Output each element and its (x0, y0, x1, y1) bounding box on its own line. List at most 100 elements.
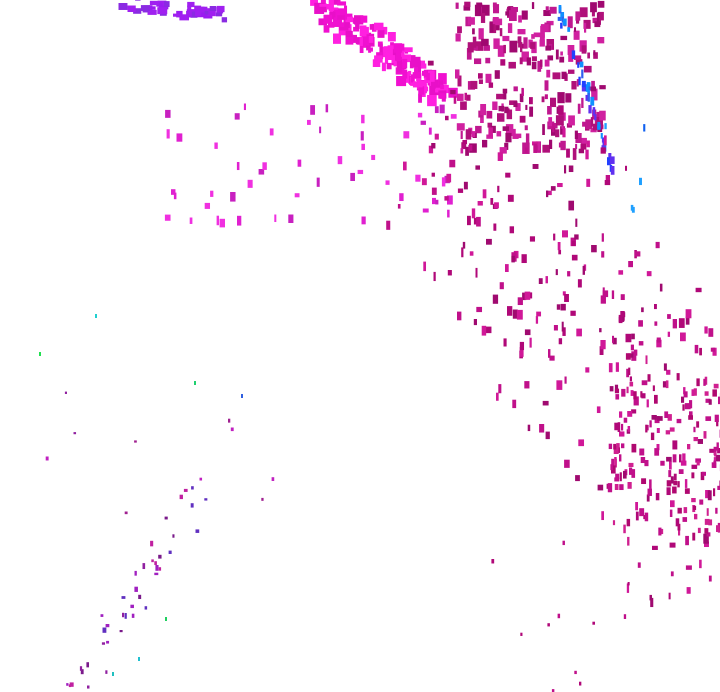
speck (610, 166, 615, 175)
speck (520, 42, 523, 53)
speck (457, 26, 462, 34)
speck (147, 9, 157, 15)
speck (538, 278, 543, 284)
speck (69, 682, 74, 687)
speck (138, 657, 140, 661)
speck (374, 55, 383, 63)
speck (204, 202, 211, 209)
speck (492, 294, 499, 304)
speck (68, 684, 71, 688)
speck (669, 427, 675, 432)
speck (243, 103, 246, 111)
speck (716, 417, 719, 427)
speck (646, 271, 652, 277)
speck (709, 448, 715, 453)
speck (631, 409, 637, 414)
speck (149, 6, 156, 10)
speck (478, 79, 483, 84)
speck (657, 416, 663, 421)
speck (329, 11, 336, 20)
speck (455, 69, 460, 79)
speck (195, 529, 200, 533)
speck (402, 54, 411, 63)
speck (559, 56, 565, 63)
speck (600, 340, 606, 350)
speck (685, 309, 692, 319)
speck (397, 204, 401, 209)
speck (652, 385, 655, 392)
speck (704, 541, 709, 548)
speck (539, 424, 545, 433)
speck (496, 392, 499, 401)
speck (269, 128, 274, 136)
speck (599, 110, 606, 121)
speck (667, 414, 672, 421)
speck (480, 104, 487, 116)
speck (210, 190, 214, 197)
speck (354, 15, 364, 25)
speck (677, 481, 680, 488)
speck (385, 180, 390, 185)
speck (564, 294, 569, 302)
speck (654, 416, 660, 424)
speck (485, 326, 492, 334)
speck (577, 103, 581, 114)
speck (585, 84, 589, 92)
speck (465, 129, 472, 140)
speck (195, 10, 202, 17)
speck (401, 50, 405, 57)
speck (615, 362, 619, 372)
speck (329, 0, 339, 5)
speck (655, 493, 660, 501)
speck (627, 426, 631, 432)
speck (573, 30, 580, 40)
speck (86, 662, 90, 668)
speck (433, 271, 436, 282)
speck (492, 101, 498, 111)
speck (531, 56, 537, 62)
speck (319, 126, 322, 134)
speck (564, 459, 570, 468)
speck (432, 197, 436, 205)
speck (614, 422, 620, 431)
speck (601, 251, 605, 258)
speck (544, 59, 550, 67)
speck (434, 106, 439, 114)
speck (570, 310, 576, 316)
speck (571, 81, 577, 90)
speck (694, 513, 698, 520)
speck (623, 614, 627, 619)
speck (558, 249, 562, 255)
speck (237, 215, 242, 226)
speck (626, 583, 630, 593)
speck (660, 460, 665, 466)
speck (505, 172, 511, 178)
speck (509, 40, 518, 53)
speck (186, 10, 192, 17)
speck (441, 84, 449, 94)
speck (652, 545, 658, 550)
speck (693, 388, 697, 396)
speck (591, 245, 597, 253)
speck (531, 34, 535, 39)
speck (619, 484, 624, 491)
speck (545, 45, 552, 51)
speck (199, 477, 203, 481)
speck (372, 59, 381, 68)
speck (619, 431, 625, 437)
speck (718, 396, 720, 405)
speck (541, 96, 545, 103)
speck (381, 62, 386, 72)
speck (540, 25, 545, 38)
speck (683, 391, 688, 398)
speck (39, 352, 41, 356)
speck (612, 520, 616, 526)
speck (579, 681, 582, 686)
speck (230, 427, 234, 432)
speck (164, 214, 171, 221)
speck (393, 60, 397, 67)
speck (691, 464, 698, 469)
speck (676, 373, 680, 381)
speck (630, 390, 634, 396)
speck (133, 8, 142, 14)
